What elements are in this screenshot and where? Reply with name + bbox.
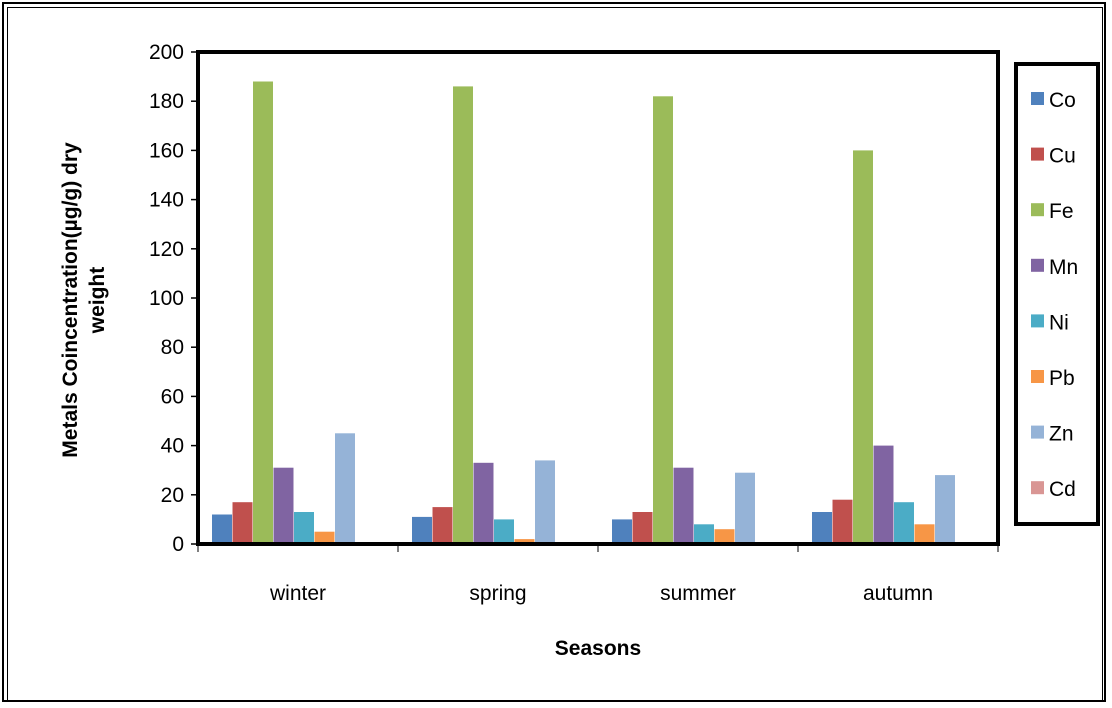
y-tick-label: 20 <box>161 484 184 507</box>
y-tick-label: 80 <box>161 336 184 359</box>
bar-ni-summer <box>694 524 714 544</box>
bar-cu-spring <box>432 507 453 544</box>
bar-mn-summer <box>673 467 694 544</box>
y-tick-label: 60 <box>161 385 184 408</box>
legend-swatch-co <box>1031 92 1044 105</box>
y-tick-label: 40 <box>161 435 184 458</box>
inner-frame <box>7 7 1103 701</box>
bar-zn-summer <box>735 472 755 544</box>
bar-zn-autumn <box>935 475 955 544</box>
legend-swatch-zn <box>1031 425 1044 439</box>
axis-layer: 0 20 40 60 80 100 120 140 160 180 200 winter spring s… <box>149 41 999 605</box>
legend-label-mn: Mn <box>1049 256 1078 279</box>
bar-pb-winter <box>314 531 335 544</box>
bar-co-autumn <box>812 512 832 544</box>
bar-pb-autumn <box>914 524 935 544</box>
bar-cu-autumn <box>832 499 853 544</box>
y-axis-label-line-1: Metals Coincentration(µg/g) dry <box>59 142 82 458</box>
y-tick-label: 180 <box>149 90 184 113</box>
bar-mn-winter <box>273 467 294 544</box>
legend: Co Cu Fe Mn Ni Pb Zn Cd <box>1031 89 1078 501</box>
y-axis-label-line-2: weight <box>86 267 109 335</box>
x-tick-label-summer: summer <box>660 582 736 605</box>
bar-cu-summer <box>632 512 653 544</box>
y-tick-label: 160 <box>149 139 184 162</box>
bar-cu-winter <box>232 502 253 544</box>
bar-mn-spring <box>473 462 494 544</box>
legend-swatch-fe <box>1031 203 1044 217</box>
bar-ni-winter <box>294 512 314 544</box>
legend-label-fe: Fe <box>1049 200 1074 223</box>
bar-fe-autumn <box>853 150 873 544</box>
legend-swatch-ni <box>1031 314 1044 328</box>
bar-pb-spring <box>514 539 535 544</box>
x-tick-label-spring: spring <box>469 582 526 605</box>
y-tick-label: 140 <box>149 189 184 212</box>
bar-co-winter <box>212 514 232 544</box>
y-tick-label: 0 <box>172 533 184 556</box>
x-tick-label-winter: winter <box>269 582 326 605</box>
bar-pb-summer <box>714 529 735 544</box>
bar-co-summer <box>612 519 632 544</box>
bar-ni-autumn <box>894 502 914 544</box>
legend-swatch-pb <box>1031 370 1044 383</box>
bars-layer <box>212 81 955 545</box>
legend-label-cd: Cd <box>1049 478 1076 501</box>
bar-fe-summer <box>653 96 673 545</box>
x-tick-label-autumn: autumn <box>863 582 933 605</box>
legend-swatch-cd <box>1031 481 1044 495</box>
bar-fe-spring <box>453 86 473 545</box>
legend-label-zn: Zn <box>1049 423 1074 446</box>
legend-box <box>1014 62 1100 526</box>
y-tick-label: 100 <box>149 287 184 310</box>
legend-swatch-mn <box>1031 258 1044 272</box>
legend-label-pb: Pb <box>1049 367 1075 390</box>
y-tick-label: 200 <box>149 41 184 64</box>
legend-label-cu: Cu <box>1049 145 1076 168</box>
legend-label-co: Co <box>1049 89 1076 112</box>
bar-mn-autumn <box>873 445 894 544</box>
bar-fe-winter <box>253 81 273 544</box>
bar-co-spring <box>412 516 432 544</box>
bar-ni-spring <box>494 519 514 544</box>
bar-zn-winter <box>335 433 355 544</box>
legend-swatch-cu <box>1031 147 1044 161</box>
bar-zn-spring <box>535 460 555 544</box>
y-tick-label: 120 <box>149 238 184 261</box>
legend-label-ni: Ni <box>1049 311 1069 334</box>
x-axis-label: Seasons <box>555 637 641 660</box>
